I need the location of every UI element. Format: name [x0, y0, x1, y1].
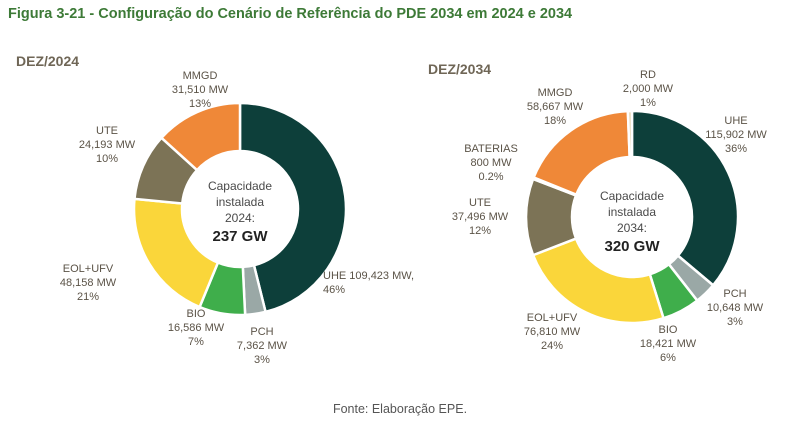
slice-label-uhe: UHE 109,423 MW, 46%: [323, 270, 414, 296]
center-total-value: 320 GW: [604, 238, 660, 255]
slice-label-pch: PCH 7,362 MW 3%: [237, 326, 288, 366]
figure-title: Figura 3-21 - Configuração do Cenário de…: [8, 6, 573, 22]
slice-label-ute: UTE 24,193 MW 10%: [79, 125, 136, 165]
slice-label-bio: BIO 16,586 MW 7%: [168, 308, 225, 348]
center-caption: 2024:: [225, 211, 255, 225]
slice-label-eol-ufv: EOL+UFV 48,158 MW 21%: [60, 263, 117, 303]
panel-label: DEZ/2024: [16, 53, 79, 69]
center-caption: instalada: [216, 195, 264, 209]
donut-chart-dez-2024: DEZ/2024 UHE 109,423 MW, 46% PCH 7,362 MW 3% B…: [16, 53, 414, 366]
center-caption: 2034:: [617, 221, 647, 235]
slice-uhe: [630, 109, 740, 287]
center-caption: Capacidade: [600, 189, 664, 203]
slice-label-pch: PCH 10,648 MW 3%: [707, 288, 764, 328]
slice-label-bio: BIO 18,421 MW 6%: [640, 324, 697, 364]
slice-label-baterias: BATERIAS 800 MW 0.2%: [464, 143, 518, 183]
slice-label-ute: UTE 37,496 MW 12%: [452, 197, 509, 237]
slice-label-rd: RD 2,000 MW 1%: [623, 69, 674, 109]
slice-eol-ufv: [132, 197, 220, 309]
donut-chart-dez-2034: DEZ/2034 UHE 115,902 MW 36% PCH 10,648 MW 3%BI…: [428, 61, 767, 364]
slice-mmgd: [160, 101, 242, 172]
slice-label-mmgd: MMGD 31,510 MW 13%: [172, 70, 229, 110]
source-note: Fonte: Elaboração EPE.: [332, 402, 468, 416]
center-caption: Capacidade: [208, 179, 272, 193]
slice-uhe: [238, 101, 348, 314]
slice-label-mmgd: MMGD 58,667 MW 18%: [527, 87, 584, 127]
slice-eol-ufv: [531, 237, 665, 325]
center-caption: instalada: [608, 205, 656, 219]
donut-charts: DEZ/2024 UHE 109,423 MW, 46% PCH 7,362 MW 3% B…: [16, 53, 767, 366]
slice-rd: [626, 109, 634, 159]
center-total-value: 237 GW: [212, 228, 268, 245]
panel-label: DEZ/2034: [428, 61, 491, 77]
slice-label-eol-ufv: EOL+UFV 76,810 MW 24%: [524, 312, 581, 352]
slice-label-uhe: UHE 115,902 MW 36%: [705, 115, 767, 155]
